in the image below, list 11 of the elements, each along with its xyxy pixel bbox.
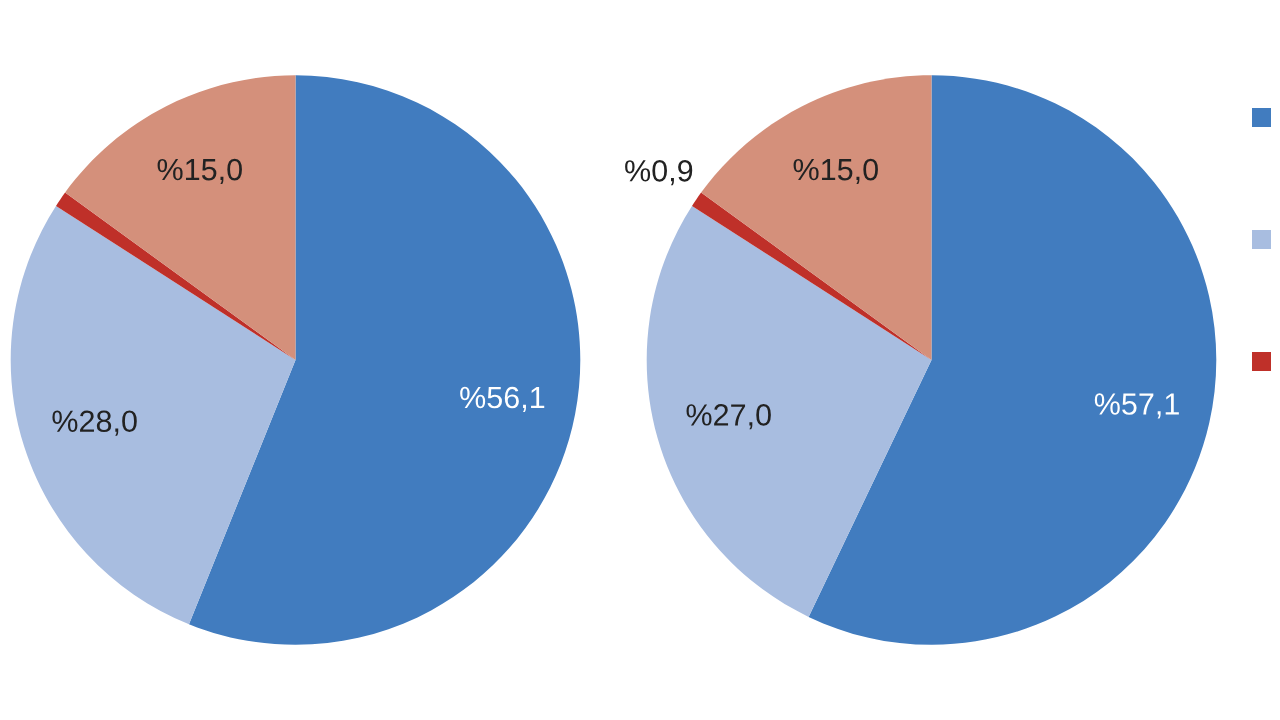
- data-label: %27,0: [686, 404, 771, 430]
- pie-slice: [701, 75, 932, 360]
- pie-slice: [10, 205, 296, 625]
- pie-slice: [65, 75, 296, 360]
- data-label: %57,1: [1094, 393, 1179, 419]
- data-label: %15,0: [157, 158, 242, 185]
- data-label: %15,0: [793, 158, 878, 185]
- pie-slice: [646, 205, 932, 617]
- data-label: %0,9: [625, 160, 693, 186]
- data-label: %28,0: [52, 410, 137, 436]
- data-label: %56,1: [460, 386, 545, 412]
